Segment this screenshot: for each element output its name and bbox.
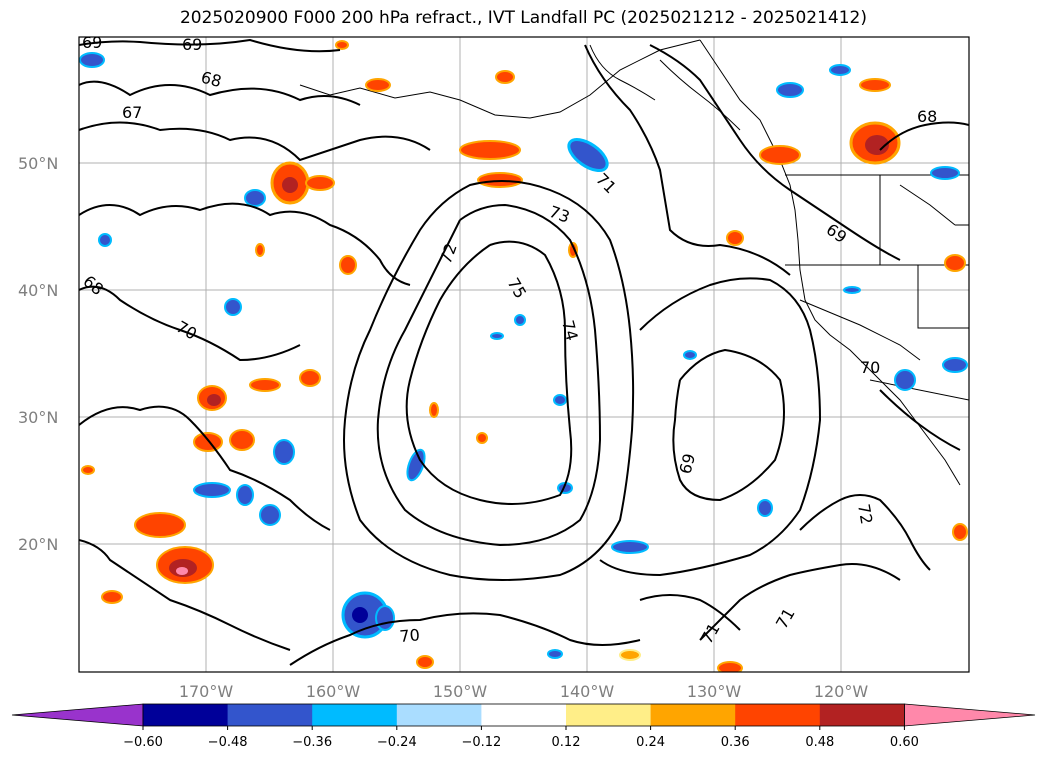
lat-label-50n: 50°N <box>18 154 58 173</box>
map-title: 2025020900 F000 200 hPa refract., IVT La… <box>179 8 867 28</box>
lon-label-160w: 160°W <box>306 682 361 701</box>
lon-label-170w: 170°W <box>179 682 234 701</box>
contour-label: 74 <box>558 318 582 343</box>
contour-label: 68 <box>199 68 224 92</box>
map-area <box>79 37 969 672</box>
lat-label-20n: 20°N <box>18 535 58 554</box>
lon-label-140w: 140°W <box>560 682 615 701</box>
contour-label: 68 <box>917 107 937 126</box>
contour-label: 69 <box>182 35 202 54</box>
longitude-labels: 170°W 160°W 150°W 140°W 130°W 120°W <box>179 682 869 701</box>
refractivity-contours <box>79 38 969 666</box>
lon-label-150w: 150°W <box>433 682 488 701</box>
lat-label-40n: 40°N <box>18 281 58 300</box>
latitude-labels: 50°N 40°N 30°N 20°N <box>18 154 58 554</box>
contour-label: 67 <box>122 103 142 122</box>
lat-label-30n: 30°N <box>18 408 58 427</box>
contour-label: 69 <box>676 451 700 476</box>
map-frame <box>78 36 970 673</box>
lon-label-120w: 120°W <box>814 682 869 701</box>
shaded-anomalies <box>79 40 968 672</box>
contour-label: 70 <box>399 625 421 646</box>
contour-label: 72 <box>854 502 876 525</box>
contour-label: 69 <box>82 33 102 52</box>
lon-label-130w: 130°W <box>687 682 742 701</box>
contour-label: 70 <box>860 358 880 377</box>
positive-anomaly-blobs <box>81 40 968 672</box>
